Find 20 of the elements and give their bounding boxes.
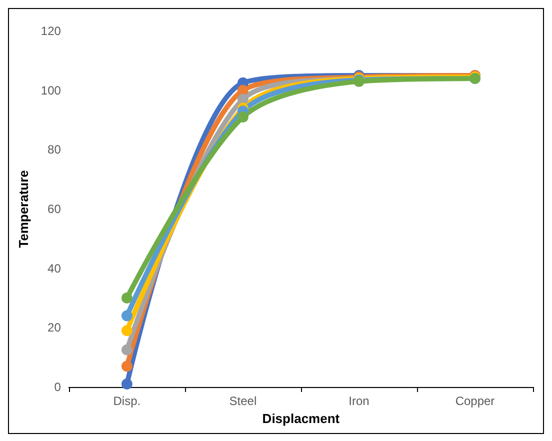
y-tick-label: 100	[40, 83, 62, 98]
point	[121, 310, 132, 322]
point	[121, 378, 132, 390]
point	[121, 292, 132, 304]
y-tick-label: 0	[54, 380, 62, 394]
x-axis-title: Displacment	[262, 410, 340, 426]
point	[121, 325, 132, 336]
point	[121, 360, 132, 372]
point	[121, 344, 132, 356]
y-axis-title: Temperature	[16, 170, 31, 248]
x-tick-label: Steel	[229, 394, 257, 408]
y-tick-label: 120	[40, 24, 62, 38]
point	[237, 112, 248, 123]
y-tick-label: 20	[48, 320, 62, 335]
x-tick-label: Iron	[348, 394, 370, 408]
x-tick-label: Copper	[455, 394, 495, 408]
y-tick-label: 80	[48, 142, 62, 157]
x-tick-label: Disp.	[113, 394, 141, 408]
y-tick-label: 40	[48, 261, 62, 276]
y-tick-label: 60	[48, 202, 62, 216]
